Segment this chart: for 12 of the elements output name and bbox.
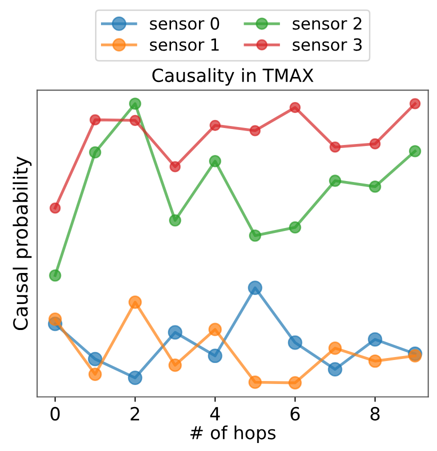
x-tick-label: 0 [50,406,60,421]
legend-label: sensor 3 [292,38,362,51]
x-tick-label: 4 [210,407,220,420]
legend-label: sensor 2 [292,17,362,30]
x-axis-title: # of hops [190,425,276,443]
chart-title: Causality in TMAX [152,68,314,86]
y-axis-title: Causal probability [12,156,32,330]
legend-label: sensor 1 [150,38,219,51]
x-tick-label: 2 [130,406,140,420]
legend-label: sensor 0 [150,17,220,30]
x-tick-label: 6 [290,406,300,421]
x-tick-label: 8 [370,406,380,421]
